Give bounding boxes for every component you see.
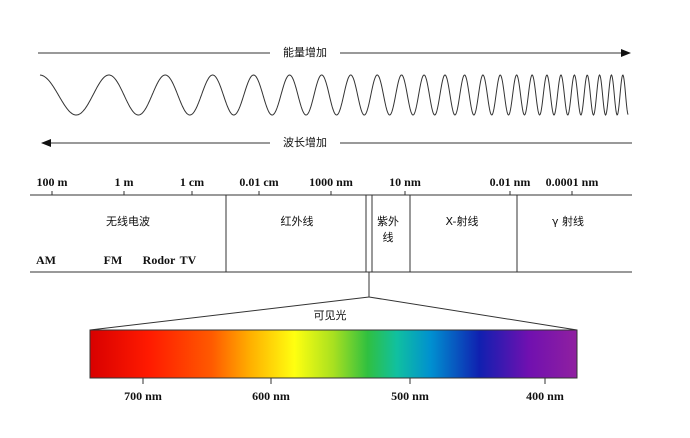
- wave: [39, 74, 629, 116]
- wavelength-label: 波长增加: [283, 135, 327, 149]
- scale-label: 100 m: [37, 175, 68, 189]
- radio-band: AM: [36, 253, 56, 267]
- region-label: 线: [383, 230, 394, 244]
- scale-label: 0.01 cm: [239, 175, 278, 189]
- visible-tick-label: 500 nm: [391, 389, 429, 403]
- connector: [368, 296, 578, 331]
- visible-spectrum: [89, 329, 578, 379]
- energy-label: 能量增加: [283, 45, 327, 59]
- region-label: γ 射线: [552, 214, 584, 228]
- radio-band: TV: [180, 253, 197, 267]
- visible-tick-label: 400 nm: [526, 389, 564, 403]
- connector: [89, 296, 370, 331]
- radio-band: Rodor: [143, 253, 176, 267]
- scale-label: 1000 nm: [309, 175, 353, 189]
- scale-label: 1 m: [115, 175, 134, 189]
- region-label: 紫外: [377, 215, 399, 228]
- scale-label: 1 cm: [180, 175, 204, 189]
- visible-tick-label: 600 nm: [252, 389, 290, 403]
- visible-title: 可见光: [314, 308, 347, 322]
- region-label: 红外线: [281, 214, 314, 228]
- region-label: X-射线: [446, 214, 479, 228]
- scale-label: 0.0001 nm: [546, 175, 599, 189]
- region-label: 无线电波: [106, 214, 150, 228]
- scale-label: 0.01 nm: [490, 175, 531, 189]
- visible-tick-label: 700 nm: [124, 389, 162, 403]
- scale-label: 10 nm: [389, 175, 421, 189]
- radio-band: FM: [104, 253, 123, 267]
